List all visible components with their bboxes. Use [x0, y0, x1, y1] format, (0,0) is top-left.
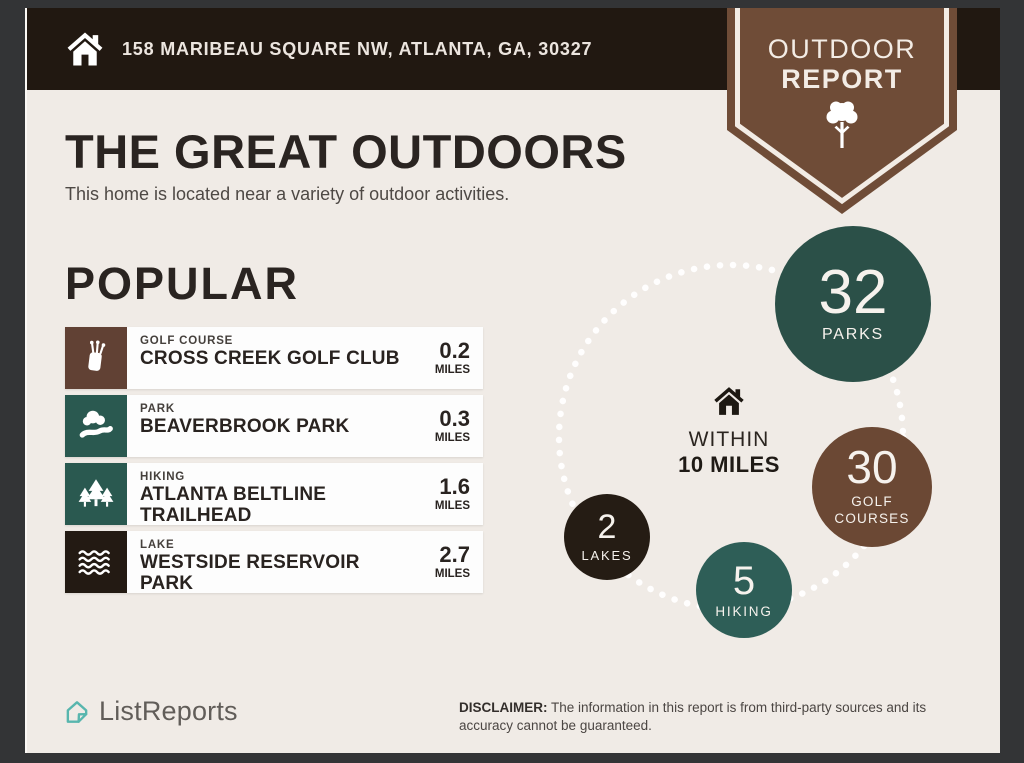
stat-bubble-lakes: 2 LAKES	[564, 494, 650, 580]
golf-bag-icon	[65, 327, 127, 389]
popular-list: GOLF COURSE CROSS CREEK GOLF CLUB 0.2 MI…	[65, 327, 483, 599]
stat-bubble-parks: 32 PARKS	[775, 226, 931, 382]
item-distance: 1.6 MILES	[411, 463, 483, 525]
distance-unit: MILES	[434, 364, 470, 376]
stat-label: HIKING	[715, 603, 773, 619]
pine-trees-icon	[65, 463, 127, 525]
outdoor-report-page: 158 MARIBEAU SQUARE NW, ATLANTA, GA, 303…	[25, 8, 1000, 753]
item-name: CROSS CREEK GOLF CLUB	[140, 348, 400, 369]
popular-heading: POPULAR	[65, 258, 300, 309]
disclaimer: DISCLAIMER: The information in this repo…	[459, 699, 959, 735]
radius-label-1: WITHIN	[688, 428, 770, 451]
list-item-golf-course: GOLF COURSE CROSS CREEK GOLF CLUB 0.2 MI…	[65, 327, 483, 389]
waves-icon	[65, 531, 127, 593]
list-item-text: HIKING ATLANTA BELTLINE TRAILHEAD	[127, 463, 411, 525]
item-distance: 0.2 MILES	[411, 327, 483, 389]
distance-value: 2.7	[439, 542, 470, 567]
radius-label-2: 10 MILES	[678, 452, 780, 477]
brand-name: ListReports	[99, 696, 238, 726]
stat-bubble-golf-courses: 30 GOLF COURSES	[812, 427, 932, 547]
distance-unit: MILES	[434, 432, 470, 444]
stat-label: GOLF COURSES	[834, 493, 910, 526]
home-icon	[67, 32, 103, 66]
disclaimer-text: The information in this report is from t…	[459, 700, 927, 734]
list-item-hiking: HIKING ATLANTA BELTLINE TRAILHEAD 1.6 MI…	[65, 463, 483, 525]
item-name: BEAVERBROOK PARK	[140, 416, 350, 437]
stat-bubble-hiking: 5 HIKING	[696, 542, 792, 638]
stat-label: PARKS	[821, 326, 885, 344]
distance-unit: MILES	[434, 500, 470, 512]
list-item-lake: LAKE WESTSIDE RESERVOIR PARK 2.7 MILES	[65, 531, 483, 593]
stat-value: 32	[818, 257, 888, 327]
page-title: THE GREAT OUTDOORS	[65, 125, 627, 178]
badge-line2: REPORT	[781, 64, 903, 94]
radius-center: WITHIN 10 MILES	[659, 384, 799, 478]
stat-value: 2	[597, 508, 617, 547]
item-category: LAKE	[140, 539, 175, 551]
distance-value: 1.6	[439, 474, 470, 499]
listreports-logo-icon	[66, 700, 88, 723]
item-name: WESTSIDE RESERVOIR PARK	[140, 552, 360, 593]
stat-value: 30	[846, 441, 898, 494]
item-name: ATLANTA BELTLINE TRAILHEAD	[140, 484, 327, 525]
home-icon	[714, 387, 744, 415]
stat-label: LAKES	[581, 547, 633, 563]
item-category: GOLF COURSE	[140, 335, 234, 347]
disclaimer-label: DISCLAIMER:	[459, 700, 548, 715]
park-tree-path-icon	[65, 395, 127, 457]
list-item-text: GOLF COURSE CROSS CREEK GOLF CLUB	[127, 327, 411, 389]
item-distance: 0.3 MILES	[411, 395, 483, 457]
item-distance: 2.7 MILES	[411, 531, 483, 593]
distance-value: 0.2	[439, 338, 470, 363]
list-item-text: LAKE WESTSIDE RESERVOIR PARK	[127, 531, 411, 593]
property-address: 158 MARIBEAU SQUARE NW, ATLANTA, GA, 303…	[122, 38, 593, 59]
item-category: HIKING	[140, 471, 186, 483]
page-subtitle: This home is located near a variety of o…	[65, 184, 510, 204]
outdoor-report-badge: OUTDOOR REPORT	[727, 8, 957, 220]
list-item-park: PARK BEAVERBROOK PARK 0.3 MILES	[65, 395, 483, 457]
badge-line1: OUTDOOR	[767, 34, 917, 64]
tree-icon	[826, 101, 858, 148]
stat-value: 5	[732, 558, 756, 603]
listreports-brand: ListReports	[63, 696, 238, 727]
distance-value: 0.3	[439, 406, 470, 431]
distance-unit: MILES	[434, 568, 470, 580]
list-item-text: PARK BEAVERBROOK PARK	[127, 395, 411, 457]
item-category: PARK	[140, 403, 175, 415]
